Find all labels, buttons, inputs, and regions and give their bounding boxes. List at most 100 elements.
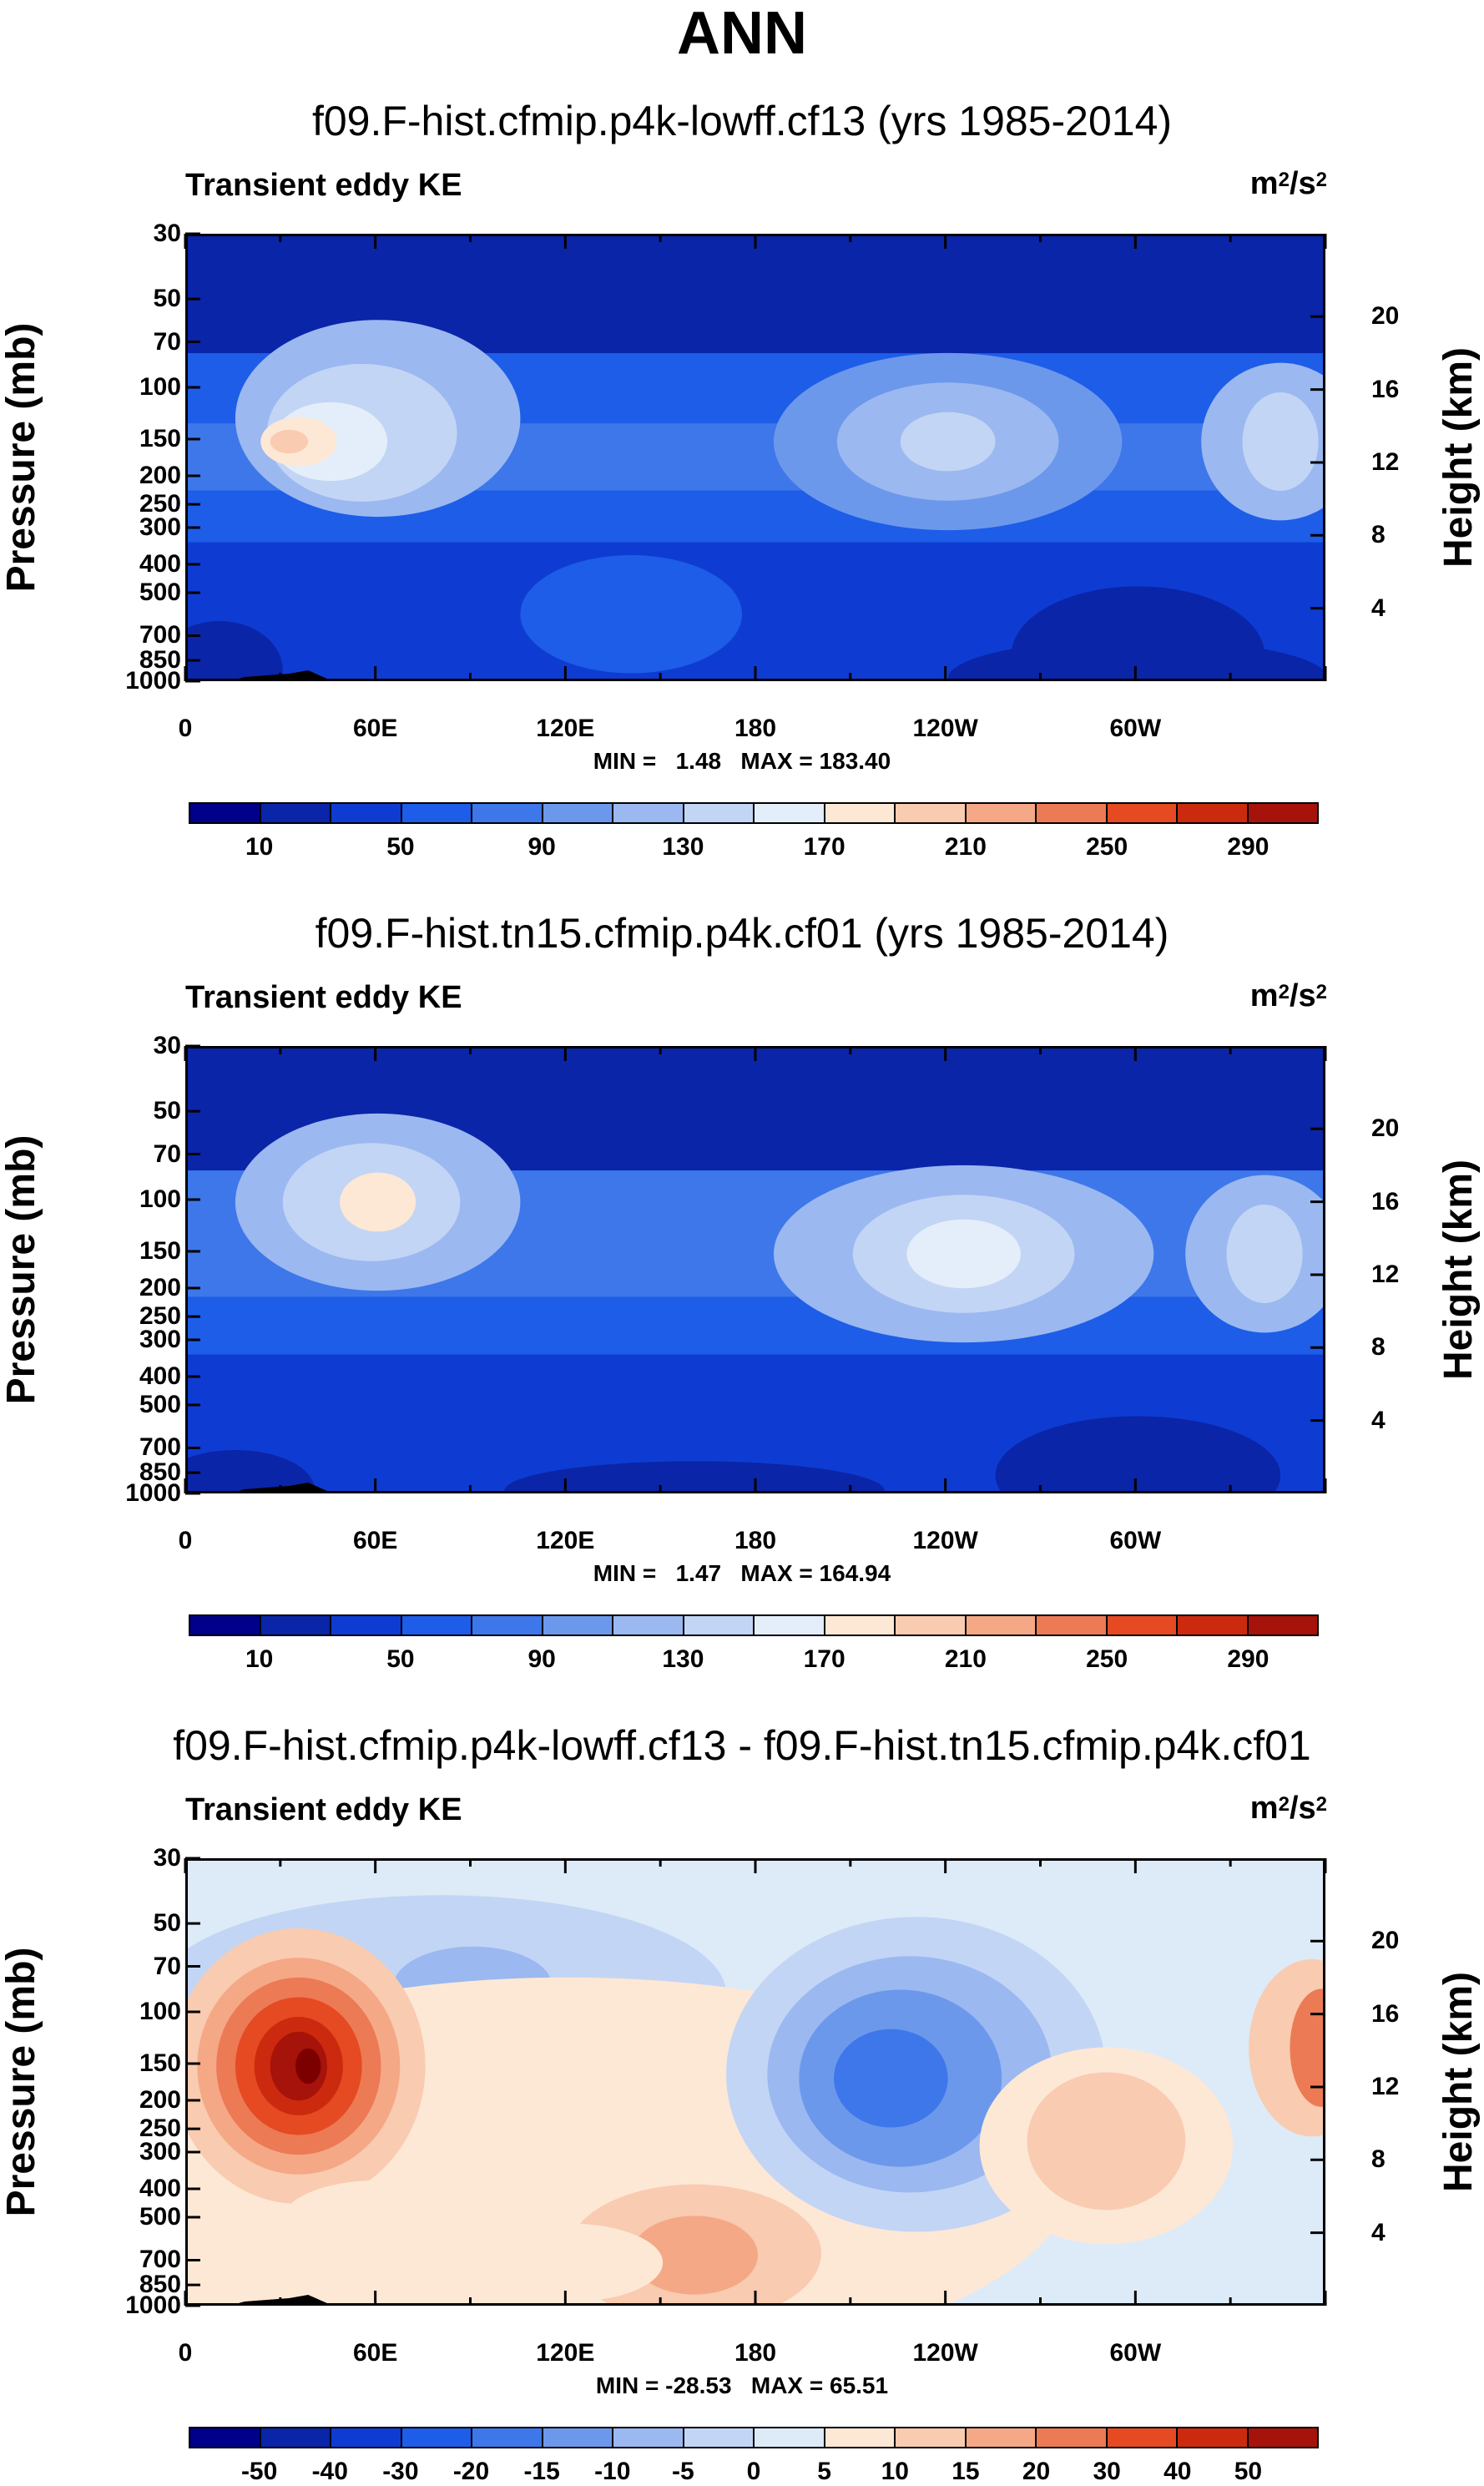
colorbar-swatch	[684, 1616, 755, 1635]
pressure-tick-label: 700	[139, 1433, 181, 1462]
colorbar-swatch	[825, 804, 896, 822]
colorbar-swatch	[1248, 804, 1317, 822]
pressure-tick-label: 700	[139, 2246, 181, 2274]
panel1-contour-region	[947, 639, 1323, 679]
colorbar-label: 10	[245, 1645, 274, 1673]
colorbar-swatch	[543, 1616, 613, 1635]
topography-mask	[238, 670, 327, 679]
topography-mask	[238, 2295, 327, 2303]
colorbar-swatch	[1037, 2428, 1108, 2447]
colorbar-swatch	[613, 1616, 684, 1635]
panel1-contour-region	[1233, 243, 1323, 303]
colorbar-swatch	[1248, 1616, 1317, 1635]
colorbar-swatch	[331, 1616, 402, 1635]
colorbar-swatch	[1037, 804, 1108, 822]
colorbar-swatch	[1178, 804, 1249, 822]
pressure-tick-label: 300	[139, 513, 181, 541]
height-tick-label: 16	[1371, 1187, 1400, 1215]
lon-tick-label: 120E	[536, 1527, 595, 1554]
pressure-tick-label: 500	[139, 2203, 181, 2231]
colorbar-swatch	[543, 804, 613, 822]
panel3-contour-region	[1027, 2072, 1186, 2211]
pressure-tick-label: 100	[139, 1998, 181, 2026]
lon-tick-label: 120E	[536, 2339, 595, 2367]
pressure-tick-label: 400	[139, 549, 181, 578]
pressure-tick-label: 100	[139, 373, 181, 402]
plot-area	[185, 1046, 1325, 1493]
colorbar-swatch	[1178, 2428, 1249, 2447]
height-tick-label: 20	[1371, 1114, 1400, 1143]
colorbar-label: -40	[311, 2458, 348, 2485]
pressure-tick-label: 300	[139, 1325, 181, 1353]
pressure-tick-label: 50	[153, 285, 181, 313]
pressure-tick-label: 400	[139, 2174, 181, 2202]
colorbar-swatch	[613, 804, 684, 822]
colorbar-swatch	[966, 1616, 1037, 1635]
lon-tick-label: 60W	[1109, 1527, 1162, 1554]
panel1-contour-region	[900, 412, 996, 472]
figure-title: ANN	[677, 0, 807, 67]
colorbar-swatch	[260, 2428, 331, 2447]
panel2-contour-region	[188, 1450, 315, 1491]
pressure-tick-label: 30	[153, 220, 181, 247]
min-max-label: MIN = 1.48 MAX = 183.40	[593, 748, 891, 774]
lon-tick-label: 180	[734, 715, 777, 742]
colorbar-swatch	[825, 2428, 896, 2447]
pressure-tick-label: 850	[139, 2271, 181, 2299]
pressure-tick-label: 50	[153, 1097, 181, 1125]
colorbar-swatch	[755, 804, 825, 822]
colorbar-label: -30	[382, 2458, 419, 2485]
colorbar-label: 170	[803, 1645, 845, 1673]
colorbar-label: 0	[746, 2458, 761, 2485]
panel2-contour-region	[995, 1416, 1281, 1491]
colorbar-swatch	[684, 804, 755, 822]
panel3-contour-region	[295, 2048, 321, 2084]
colorbar-label: 20	[1022, 2458, 1051, 2485]
colorbar	[189, 2427, 1319, 2448]
height-tick-label: 12	[1371, 2072, 1400, 2100]
panel3-contour-region	[1290, 1988, 1323, 2107]
colorbar-swatch	[896, 1616, 967, 1635]
contour-field	[188, 1861, 1323, 2303]
panel3-contour-region	[472, 2223, 664, 2302]
colorbar-swatch	[472, 1616, 543, 1635]
colorbar-label: 250	[1086, 1645, 1128, 1673]
y-axis-label-pressure: Pressure (mb)	[0, 1134, 43, 1405]
colorbar-label: -10	[594, 2458, 631, 2485]
colorbar-swatch	[1107, 1616, 1178, 1635]
pressure-tick-label: 150	[139, 1237, 181, 1265]
panel3-contour-region	[834, 2029, 948, 2128]
plot-area	[185, 234, 1325, 681]
topography-mask	[1081, 1491, 1157, 1493]
y-axis-label-pressure: Pressure (mb)	[0, 1947, 43, 2217]
colorbar-swatch	[190, 1616, 261, 1635]
colorbar-swatch	[755, 1616, 825, 1635]
colorbar-swatch	[966, 804, 1037, 822]
colorbar-swatch	[1107, 804, 1178, 822]
height-tick-label: 12	[1371, 1260, 1400, 1288]
colorbar	[189, 1614, 1319, 1636]
y-axis-label-height: Height (km)	[1436, 347, 1481, 568]
panel-title: f09.F-hist.cfmip.p4k-lowff.cf13 - f09.F-…	[173, 1722, 1311, 1769]
pressure-tick-label: 1000	[125, 1479, 181, 1507]
colorbar-label: 30	[1093, 2458, 1121, 2485]
colorbar-label: 5	[817, 2458, 831, 2485]
colorbar-label: -50	[240, 2458, 278, 2485]
pressure-tick-label: 250	[139, 2115, 181, 2143]
colorbar-label: 40	[1163, 2458, 1192, 2485]
colorbar-swatch	[331, 2428, 402, 2447]
units-label: m2/s2	[1249, 1791, 1327, 1826]
colorbar-swatch	[190, 2428, 261, 2447]
pressure-tick-label: 150	[139, 2049, 181, 2077]
colorbar-label: 250	[1086, 833, 1128, 861]
lon-tick-label: 0	[178, 715, 193, 742]
pressure-tick-label: 30	[153, 1844, 181, 1872]
pressure-tick-label: 50	[153, 1909, 181, 1938]
colorbar-label: 50	[386, 1645, 415, 1673]
panel2-contour-region	[1226, 1205, 1303, 1303]
pressure-tick-label: 500	[139, 579, 181, 607]
lon-tick-label: 120W	[912, 715, 978, 742]
lon-tick-label: 120W	[912, 2339, 978, 2367]
variable-label: Transient eddy KE	[185, 1792, 462, 1827]
pressure-tick-label: 70	[153, 1952, 181, 1980]
